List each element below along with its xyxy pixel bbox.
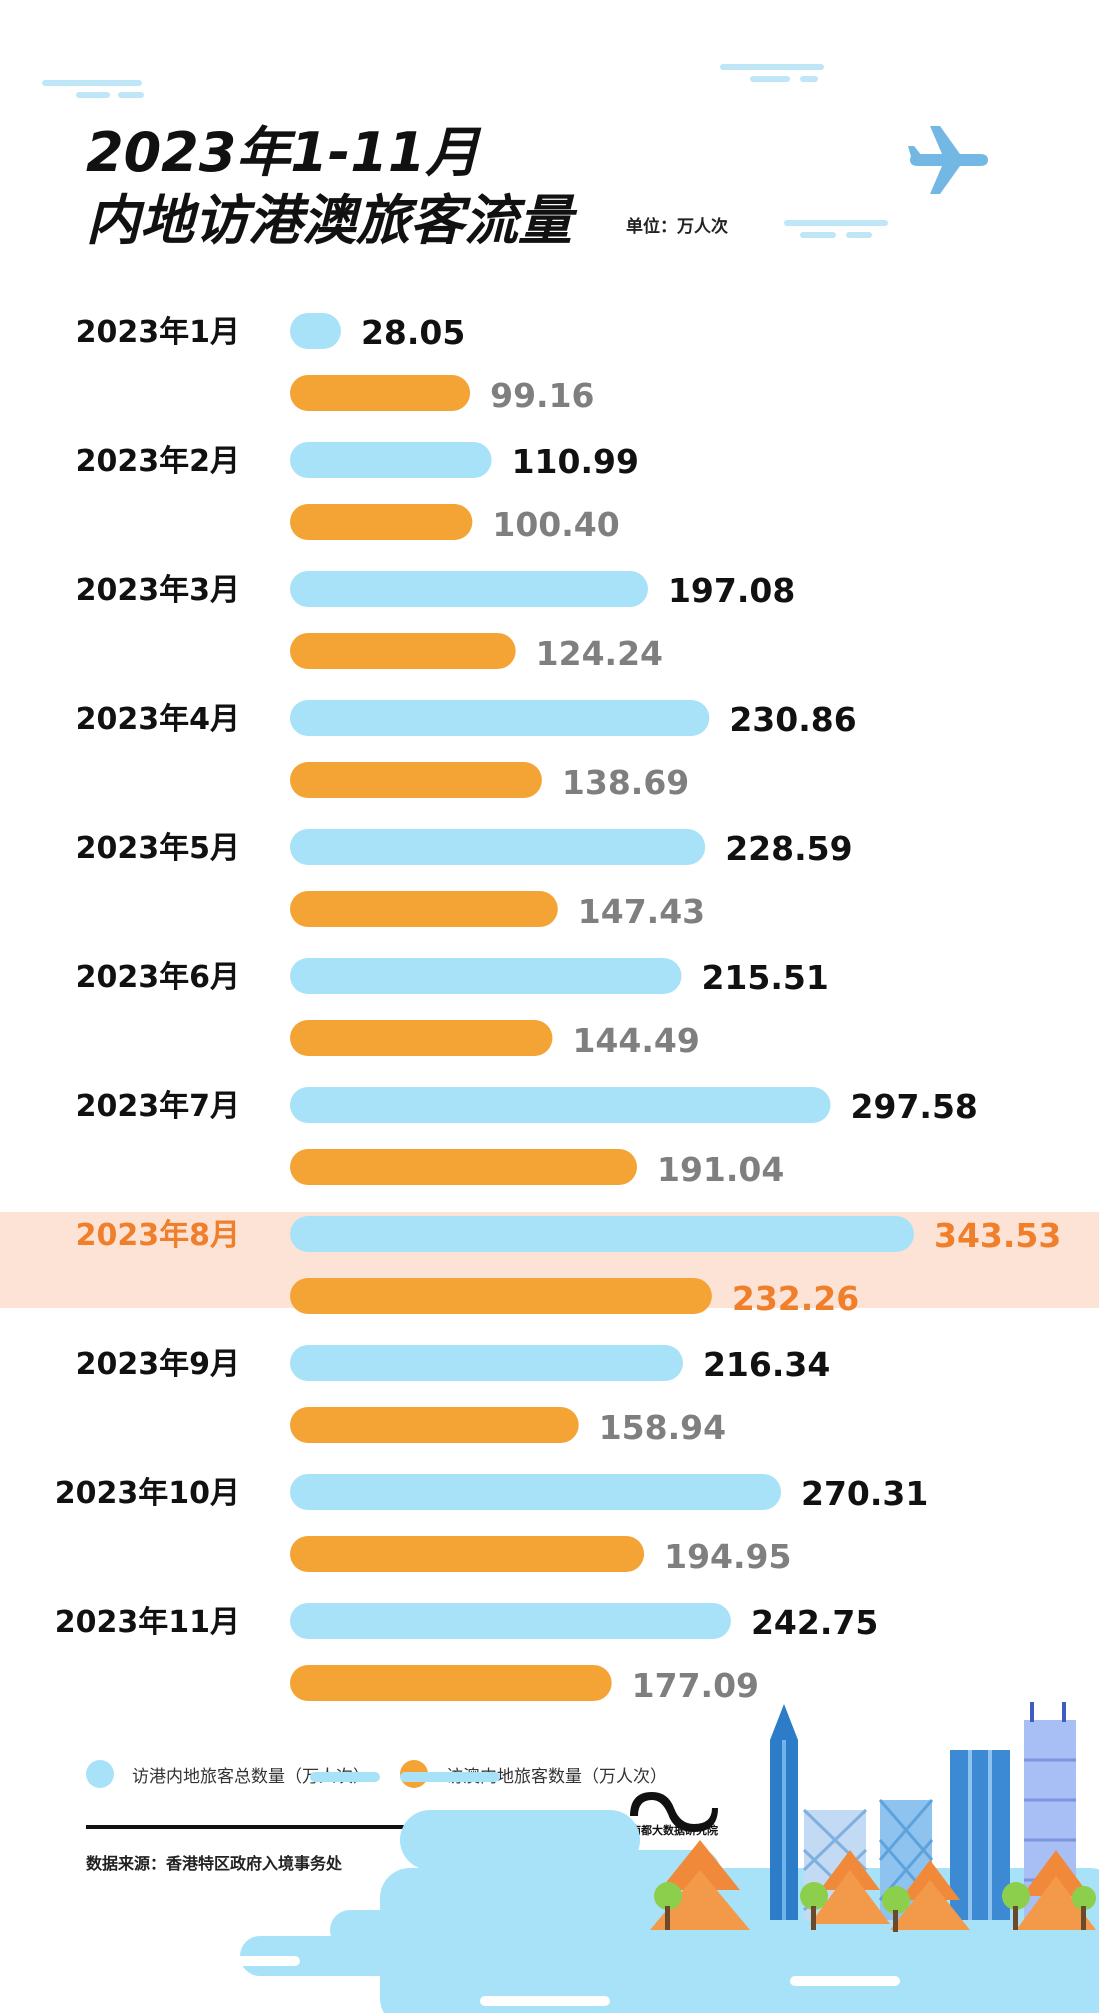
- bar-hk: [290, 313, 341, 349]
- category-label: 2023年6月: [76, 960, 240, 995]
- city-skyline-illustration: [230, 1702, 1099, 2013]
- data-label-macau: 138.69: [562, 763, 689, 802]
- decorative-cloud-line: [800, 232, 836, 238]
- data-label-macau: 177.09: [632, 1666, 759, 1705]
- bar-macau: [290, 762, 542, 798]
- data-label-macau: 99.16: [490, 376, 594, 415]
- data-label-hk: 230.86: [729, 700, 856, 739]
- category-label: 2023年8月: [76, 1218, 240, 1253]
- unit-label: 单位：万人次: [626, 217, 728, 237]
- data-label-hk: 228.59: [725, 829, 852, 868]
- data-label-macau: 232.26: [732, 1279, 859, 1318]
- data-label-hk: 343.53: [934, 1216, 1061, 1255]
- bar-macau: [290, 1278, 712, 1314]
- data-label-hk: 197.08: [668, 571, 795, 610]
- data-label-macau: 194.95: [664, 1537, 791, 1576]
- chart-legend: 访港内地旅客总数量（万人次） 访澳内地旅客数量（万人次）: [86, 1758, 697, 1790]
- data-label-hk: 270.31: [801, 1474, 928, 1513]
- legend-label-hk: 访港内地旅客总数量（万人次）: [132, 1766, 370, 1787]
- category-label: 2023年10月: [55, 1476, 240, 1511]
- category-label: 2023年4月: [76, 702, 240, 737]
- decorative-cloud-line: [846, 232, 872, 238]
- bar-macau: [290, 1020, 553, 1056]
- data-label-hk: 28.05: [361, 313, 465, 352]
- page-title-line-2: 内地访港澳旅客流量: [86, 189, 572, 252]
- category-label: 2023年9月: [76, 1347, 240, 1382]
- decorative-cloud-line: [42, 80, 142, 86]
- bar-hk: [290, 1087, 831, 1123]
- bar-hk: [290, 1474, 782, 1510]
- bar-hk: [290, 1603, 731, 1639]
- data-label-hk: 110.99: [512, 442, 639, 481]
- data-source: 数据来源：香港特区政府入境事务处: [86, 1854, 343, 1873]
- data-label-hk: 297.58: [851, 1087, 978, 1126]
- bar-hk: [290, 1345, 683, 1381]
- bar-macau: [290, 1149, 638, 1185]
- category-label: 2023年3月: [76, 573, 240, 608]
- legend-label-macau: 访澳内地旅客数量（万人次）: [446, 1766, 667, 1787]
- data-label-macau: 100.40: [492, 505, 619, 544]
- bar-macau: [290, 1665, 612, 1701]
- bar-hk: [290, 700, 710, 736]
- legend-swatch-hk: [86, 1760, 114, 1788]
- category-label: 2023年11月: [55, 1605, 240, 1640]
- page-title-line-1: 2023年1-11月: [86, 121, 480, 184]
- bar-macau: [290, 375, 471, 411]
- data-label-macau: 191.04: [657, 1150, 784, 1189]
- data-label-macau: 124.24: [536, 634, 663, 673]
- decorative-cloud-line: [76, 92, 110, 98]
- brand-logo-text: 南都大数据研究院: [630, 1824, 718, 1837]
- bar-macau: [290, 1536, 645, 1572]
- category-label: 2023年2月: [76, 444, 240, 479]
- data-label-macau: 147.43: [578, 892, 705, 931]
- bar-hk: [290, 442, 492, 478]
- data-label-hk: 216.34: [703, 1345, 830, 1384]
- airplane-icon: [908, 126, 988, 194]
- data-label-hk: 215.51: [701, 958, 828, 997]
- bar-macau: [290, 891, 558, 927]
- decorative-cloud-line: [720, 64, 824, 70]
- category-label: 2023年5月: [76, 831, 240, 866]
- data-label-hk: 242.75: [751, 1603, 878, 1642]
- decorative-cloud-line: [800, 76, 818, 82]
- brand-logo-icon: [630, 1792, 718, 1832]
- bar-hk: [290, 1216, 914, 1252]
- bar-hk: [290, 958, 682, 994]
- decorative-cloud-line: [784, 220, 888, 226]
- bar-hk: [290, 829, 706, 865]
- category-label: 2023年7月: [76, 1089, 240, 1124]
- category-label: 2023年1月: [76, 315, 240, 350]
- decorative-cloud-line: [750, 76, 790, 82]
- bar-hk: [290, 571, 648, 607]
- data-label-macau: 144.49: [572, 1021, 699, 1060]
- bar-macau: [290, 1407, 579, 1443]
- data-label-macau: 158.94: [599, 1408, 726, 1447]
- bar-macau: [290, 504, 473, 540]
- decorative-cloud-line: [118, 92, 144, 98]
- bar-macau: [290, 633, 516, 669]
- footer-divider: [86, 1825, 606, 1829]
